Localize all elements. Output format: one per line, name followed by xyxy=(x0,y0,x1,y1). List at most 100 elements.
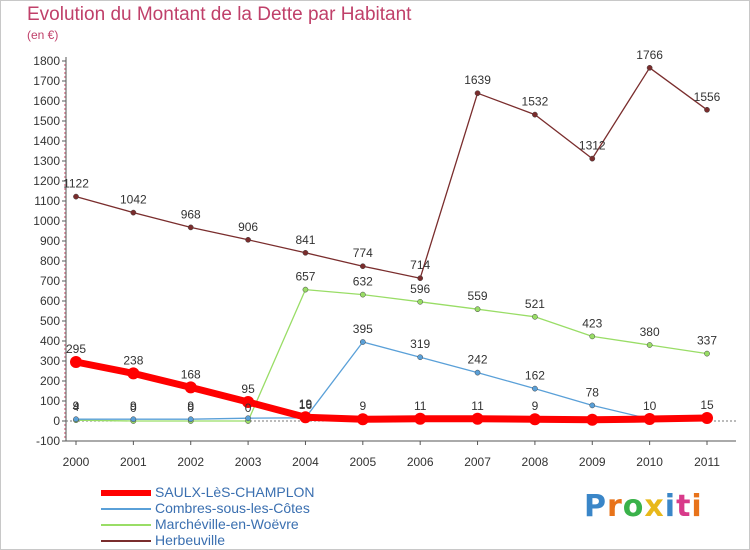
series-point xyxy=(130,209,137,216)
y-minor-tick xyxy=(64,384,66,386)
y-tick-label: 200 xyxy=(40,374,60,388)
y-minor-tick xyxy=(64,412,66,414)
data-label: 1042 xyxy=(120,193,147,207)
data-label: 78 xyxy=(586,385,600,399)
y-minor-tick xyxy=(64,116,66,118)
series-point xyxy=(589,155,596,162)
y-minor-tick xyxy=(64,232,66,234)
y-tick-label: 700 xyxy=(40,274,60,288)
y-minor-tick xyxy=(64,308,66,310)
data-label: 9 xyxy=(532,399,539,413)
series-point xyxy=(704,106,710,113)
series-point xyxy=(127,367,140,380)
data-label: 162 xyxy=(525,369,545,383)
y-minor-tick xyxy=(64,368,66,370)
y-minor-tick xyxy=(64,128,66,130)
y-minor-tick xyxy=(64,144,66,146)
proxiti-logo: Proxiti xyxy=(584,489,703,524)
series-point xyxy=(646,342,653,348)
series-point xyxy=(474,90,481,97)
y-tick-label: -100 xyxy=(36,434,60,448)
y-minor-tick xyxy=(64,372,66,374)
y-tick-label: 1600 xyxy=(33,94,60,108)
y-tick-label: 500 xyxy=(40,314,60,328)
data-label: 11 xyxy=(471,399,484,413)
series-point xyxy=(646,64,653,71)
series-point xyxy=(704,350,710,357)
series-point xyxy=(359,263,366,270)
legend-label-combres: Combres-sous-les-Côtes xyxy=(155,500,310,516)
data-label: 242 xyxy=(468,353,488,367)
series-point xyxy=(73,416,79,423)
y-minor-tick xyxy=(64,168,66,170)
series-point xyxy=(245,236,251,243)
data-label: 95 xyxy=(241,382,255,396)
y-tick-label: 1800 xyxy=(33,54,60,68)
y-minor-tick xyxy=(64,108,66,110)
series-point xyxy=(532,111,538,118)
y-minor-tick xyxy=(64,252,66,254)
y-minor-tick xyxy=(64,408,66,410)
series-point xyxy=(474,369,481,376)
data-label: 10 xyxy=(643,399,657,413)
series-line-1 xyxy=(75,341,708,420)
series-point xyxy=(299,411,312,424)
logo-letter: r xyxy=(607,489,623,524)
x-tick-label: 2000 xyxy=(63,455,90,469)
series-point xyxy=(184,381,197,394)
series-point xyxy=(417,275,424,282)
y-minor-tick xyxy=(64,292,66,294)
series-point xyxy=(302,286,309,293)
y-minor-tick xyxy=(64,328,66,330)
y-minor-tick xyxy=(64,216,66,218)
y-minor-tick xyxy=(64,72,66,74)
y-minor-tick xyxy=(64,228,66,230)
data-label: 16 xyxy=(299,398,313,412)
series-point xyxy=(471,412,484,425)
y-minor-tick xyxy=(64,332,66,334)
series-point xyxy=(414,412,427,425)
legend-label-marcheville: Marchéville-en-Woëvre xyxy=(155,516,299,532)
series-point xyxy=(73,193,79,200)
y-minor-tick xyxy=(64,156,66,158)
y-minor-tick xyxy=(64,92,66,94)
y-minor-tick xyxy=(64,192,66,194)
y-minor-tick xyxy=(64,184,66,186)
y-minor-tick xyxy=(64,164,66,166)
y-minor-tick xyxy=(64,132,66,134)
y-tick-label: 600 xyxy=(40,294,60,308)
y-minor-tick xyxy=(64,364,66,366)
y-minor-tick xyxy=(64,436,66,438)
y-minor-tick xyxy=(64,188,66,190)
y-minor-tick xyxy=(64,152,66,154)
data-label: 423 xyxy=(582,316,602,330)
y-minor-tick xyxy=(64,208,66,210)
x-tick-label: 2011 xyxy=(694,455,720,469)
data-label: 841 xyxy=(295,233,315,247)
data-label: 337 xyxy=(697,334,717,348)
y-minor-tick xyxy=(64,388,66,390)
data-label: 0 xyxy=(187,401,194,415)
data-label: 521 xyxy=(525,297,545,311)
y-minor-tick xyxy=(64,336,66,338)
series-point xyxy=(417,298,424,305)
x-tick-label: 2008 xyxy=(522,455,549,469)
y-minor-tick xyxy=(64,236,66,238)
y-minor-tick xyxy=(64,104,66,106)
data-label: 295 xyxy=(66,342,86,356)
y-minor-tick xyxy=(64,268,66,270)
logo-letter: i xyxy=(691,489,703,524)
data-label: 968 xyxy=(181,207,201,221)
y-minor-tick xyxy=(64,376,66,378)
y-minor-tick xyxy=(64,276,66,278)
y-tick-label: 0 xyxy=(53,414,60,428)
y-minor-tick xyxy=(64,348,66,350)
data-label: 238 xyxy=(123,353,143,367)
series-line-3 xyxy=(75,67,708,279)
y-minor-tick xyxy=(64,148,66,150)
legend-label-herbeuville: Herbeuville xyxy=(155,532,226,548)
y-minor-tick xyxy=(64,224,66,226)
logo-letter: i xyxy=(664,489,677,524)
x-tick-label: 2005 xyxy=(349,455,376,469)
x-tick-label: 2003 xyxy=(235,455,262,469)
